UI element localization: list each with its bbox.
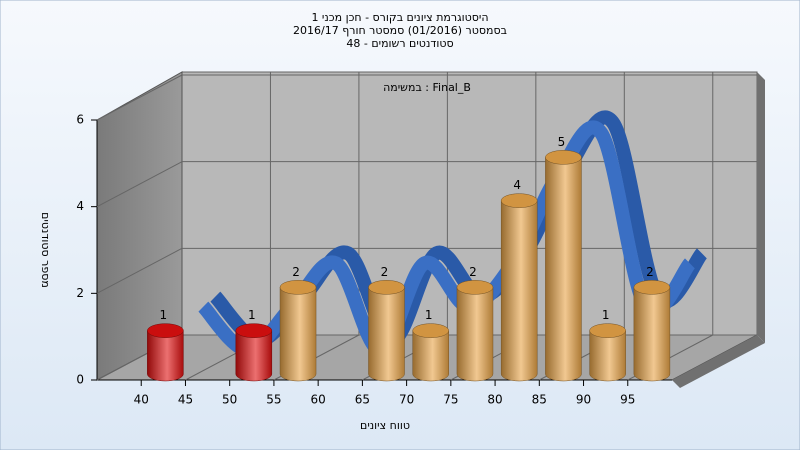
grid-line	[96, 161, 183, 208]
bar-top	[545, 150, 582, 165]
back-wall-edge	[757, 72, 765, 343]
x-tick-label: 65	[355, 393, 370, 407]
floor-edge	[672, 335, 765, 388]
value-label: 1	[160, 308, 168, 322]
bar-top	[147, 323, 184, 338]
bar-top	[500, 193, 538, 208]
y-tick-label: 2	[76, 286, 84, 300]
bar	[589, 330, 626, 382]
chart-subtitle: בסמסטר (01/2016) סמסטר חורף 2016/17	[293, 24, 507, 37]
value-label: 2	[469, 265, 477, 279]
x-tick-label: 70	[399, 393, 414, 407]
bar	[235, 330, 273, 382]
y-tick-label: 0	[76, 373, 84, 387]
bar	[147, 330, 184, 382]
bar-top	[456, 280, 494, 295]
y-tick-label: 4	[76, 199, 84, 213]
bars-layer: 1 1 2 2 1 2 4 5 1 2	[147, 135, 671, 382]
grid-line	[96, 74, 183, 121]
y-tick-label: 6	[76, 113, 84, 127]
bar	[368, 287, 405, 382]
bar-top	[368, 280, 405, 295]
x-tick-label: 75	[443, 393, 458, 407]
x-tick-label: 50	[222, 393, 237, 407]
bar	[500, 200, 538, 382]
grid-line	[96, 247, 183, 294]
x-tick-label: 80	[487, 393, 502, 407]
bar	[456, 287, 494, 382]
bar	[412, 330, 449, 382]
chart-subtitle: סטודנטים רשומים - 48	[346, 37, 453, 50]
value-label: 2	[381, 265, 389, 279]
value-label: 5	[558, 135, 566, 149]
bar-top	[235, 323, 273, 338]
chart-title: היסטוגרמת ציונים בקורס - חכן מכני 1	[311, 11, 488, 24]
value-label: 4	[513, 178, 521, 192]
annotation: במשימה : Final_B	[383, 81, 471, 94]
x-axis-label: טווח ציונים	[360, 419, 410, 432]
bar	[545, 157, 582, 382]
x-tick-label: 45	[178, 393, 193, 407]
value-label: 2	[292, 265, 300, 279]
bar	[633, 287, 671, 382]
bar	[279, 287, 317, 382]
value-label: 2	[646, 265, 654, 279]
x-tick-label: 95	[620, 393, 635, 407]
bar-top	[589, 323, 626, 338]
value-label: 1	[602, 308, 610, 322]
value-label: 1	[248, 308, 256, 322]
x-tick-label: 55	[266, 393, 281, 407]
bar-top	[279, 280, 317, 295]
y-axis-label: מספר סטודנטים	[39, 212, 52, 288]
value-label: 1	[425, 308, 433, 322]
bar-top	[412, 323, 449, 338]
x-tick-label: 85	[532, 393, 547, 407]
x-tick-label: 40	[134, 393, 149, 407]
bar-top	[633, 280, 671, 295]
x-tick-label: 60	[311, 393, 326, 407]
x-tick-label: 90	[576, 393, 591, 407]
